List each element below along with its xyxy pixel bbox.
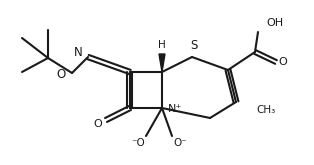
Text: N⁺: N⁺: [168, 104, 182, 114]
Text: O: O: [94, 119, 102, 129]
Text: O⁻: O⁻: [173, 138, 187, 148]
Text: OH: OH: [266, 18, 283, 28]
Text: S: S: [190, 39, 198, 52]
Text: N: N: [74, 47, 83, 60]
Text: CH₃: CH₃: [256, 105, 275, 115]
Polygon shape: [159, 54, 165, 72]
Text: O: O: [57, 68, 66, 82]
Text: O: O: [279, 57, 287, 67]
Text: ⁻O: ⁻O: [131, 138, 145, 148]
Text: H: H: [158, 40, 166, 50]
